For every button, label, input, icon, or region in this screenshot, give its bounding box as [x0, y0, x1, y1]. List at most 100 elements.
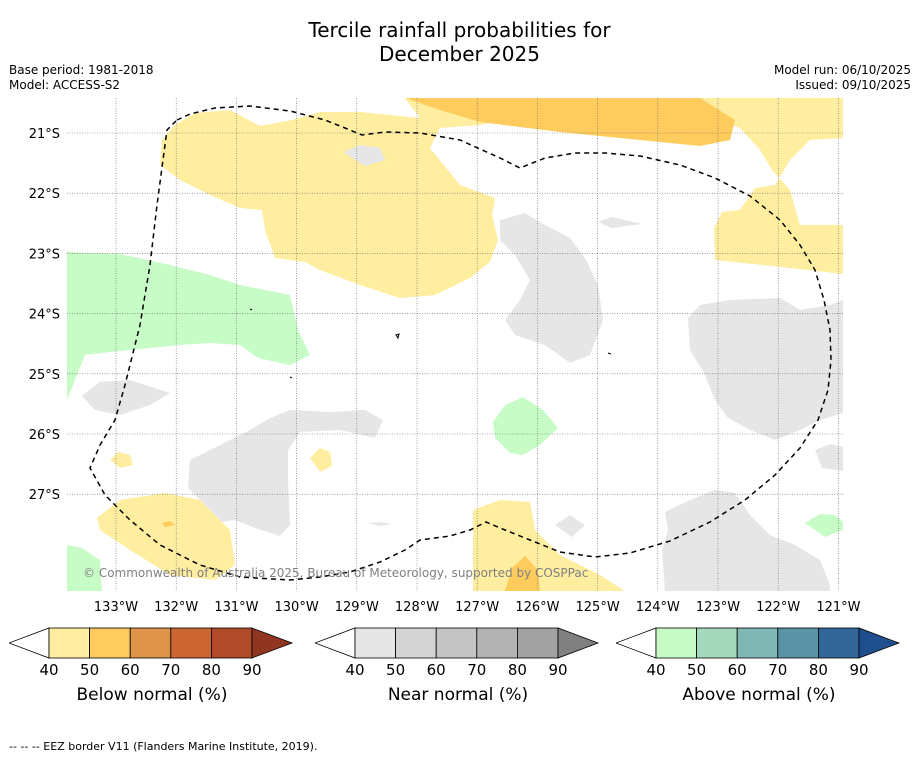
- near-normal-region-southeast: [662, 490, 830, 591]
- lat-label: 26°S: [29, 428, 60, 443]
- below-normal-blob-b: [310, 448, 332, 472]
- legend-swatch: [476, 627, 518, 659]
- below-normal-south-core: [505, 556, 540, 591]
- lat-label: 23°S: [29, 247, 60, 262]
- legend-tick-label: 60: [727, 661, 747, 679]
- below-normal-region-southwest: [97, 493, 235, 580]
- legend-tick-label: 90: [242, 661, 262, 679]
- lon-label: 123°W: [696, 600, 740, 615]
- legend-tick-label: 80: [507, 661, 527, 679]
- title-line-2: December 2025: [379, 42, 540, 66]
- legend-arrow-low: [614, 627, 657, 659]
- title-line-1: Tercile rainfall probabilities for: [308, 18, 611, 42]
- legend-swatch: [435, 627, 478, 659]
- legend-tick-label: 80: [201, 661, 221, 679]
- legend-swatch: [817, 627, 860, 659]
- legend-tick-label: 70: [768, 661, 788, 679]
- base-period: Base period: 1981-2018: [9, 63, 154, 77]
- above-normal-region-southwest: [67, 545, 102, 591]
- legend-arrow-high: [858, 627, 901, 659]
- eez-border: [89, 105, 832, 581]
- run-info: Model run: 06/10/2025 Issued: 09/10/2025: [774, 63, 911, 93]
- model-run: Model run: 06/10/2025: [773, 63, 911, 77]
- below-normal-region-north: [145, 98, 843, 298]
- lon-label: 124°W: [636, 600, 680, 615]
- legend-tick-label: 50: [80, 661, 100, 679]
- legend-tick-label: 80: [808, 661, 828, 679]
- lat-label: 24°S: [29, 308, 60, 323]
- lon-label: 129°W: [335, 600, 379, 615]
- longitude-labels: 133°W 132°W 131°W 130°W 129°W 128°W 127°W 126°W…: [94, 600, 861, 615]
- legend-above-normal: 40 50 60 70 80 90 Above normal (%): [614, 627, 902, 705]
- lat-label: 25°S: [29, 368, 60, 383]
- legend-tick-label: 40: [39, 661, 59, 679]
- grid-lines: [67, 98, 843, 591]
- above-normal-region-west: [67, 252, 310, 400]
- legend-below-normal-bar: [7, 627, 294, 659]
- legend-near-normal-title: Near normal (%): [387, 685, 529, 705]
- model-name: Model: ACCESS-S2: [9, 78, 121, 92]
- legend-swatch: [696, 627, 738, 659]
- lon-label: 122°W: [756, 600, 800, 615]
- legend-arrow-high: [251, 627, 294, 659]
- speck-3: [289, 376, 293, 379]
- above-normal-region-southeast: [805, 514, 843, 537]
- legend-below-normal-title: Below normal (%): [76, 685, 228, 705]
- below-normal-blob-c: [162, 521, 175, 527]
- legend-near-normal: 40 50 60 70 80 90 Near normal (%): [313, 627, 601, 705]
- map-title: Tercile rainfall probabilities for Decem…: [0, 18, 919, 66]
- legend-tick-label: 40: [646, 661, 666, 679]
- base-info: Base period: 1981-2018 Model: ACCESS-S2: [9, 63, 154, 93]
- legend-above-normal-bar: [614, 627, 901, 659]
- near-normal-region-central: [500, 213, 603, 363]
- legend-swatch: [395, 627, 437, 659]
- eez-footnote: -- -- -- EEZ border V11 (Flanders Marine…: [9, 740, 318, 753]
- below-normal-band-core: [405, 98, 735, 146]
- near-normal-blob-north: [343, 145, 385, 166]
- near-normal-blob-small: [598, 217, 642, 228]
- lat-label: 27°S: [29, 488, 60, 503]
- lon-label: 132°W: [154, 600, 198, 615]
- copyright-text: © Commonwealth of Australia 2025, Bureau…: [83, 566, 588, 580]
- below-normal-region-south: [473, 500, 625, 591]
- lon-label: 128°W: [395, 600, 439, 615]
- lat-label: 22°S: [29, 187, 60, 202]
- near-normal-blob-e1: [555, 515, 585, 537]
- legend-swatch: [354, 627, 396, 659]
- legend-below-normal: 40 50 60 70 80 90 Below normal (%): [7, 627, 295, 705]
- legend-swatch: [129, 627, 172, 659]
- legend-tick-label: 70: [161, 661, 181, 679]
- map-area: © Commonwealth of Australia 2025, Bureau…: [67, 98, 843, 591]
- legend-arrow-low: [7, 627, 50, 659]
- speck-1: [395, 333, 400, 340]
- lon-label: 125°W: [576, 600, 620, 615]
- legend-near-normal-bar: [313, 627, 600, 659]
- legend-swatch: [655, 627, 697, 659]
- legend-tick-label: 90: [548, 661, 568, 679]
- near-normal-blob-west: [82, 380, 170, 415]
- issued-date: Issued: 09/10/2025: [795, 78, 911, 92]
- near-normal-blob-e3: [368, 522, 392, 526]
- lon-label: 121°W: [816, 600, 860, 615]
- latitude-labels: 21°S 22°S 23°S 24°S 25°S 26°S 27°S: [29, 127, 60, 503]
- legend-swatch: [210, 627, 253, 659]
- legend-tick-label: 50: [386, 661, 406, 679]
- legend-tick-label: 50: [687, 661, 707, 679]
- legend-tick-label: 70: [467, 661, 487, 679]
- near-normal-region-east: [688, 298, 843, 440]
- lon-label: 131°W: [214, 600, 258, 615]
- legend-tick-label: 60: [426, 661, 446, 679]
- speck-2: [249, 308, 253, 311]
- legend-above-normal-title: Above normal (%): [682, 685, 836, 705]
- lon-label: 133°W: [94, 600, 138, 615]
- legend-tick-label: 90: [849, 661, 869, 679]
- legend-tick-label: 60: [120, 661, 140, 679]
- lon-label: 130°W: [275, 600, 319, 615]
- lat-label: 21°S: [29, 127, 60, 142]
- lon-label: 126°W: [515, 600, 559, 615]
- speck-4: [607, 352, 612, 355]
- near-normal-blob-e2: [815, 444, 843, 471]
- legend-swatch: [736, 627, 779, 659]
- legend-swatch: [516, 627, 559, 659]
